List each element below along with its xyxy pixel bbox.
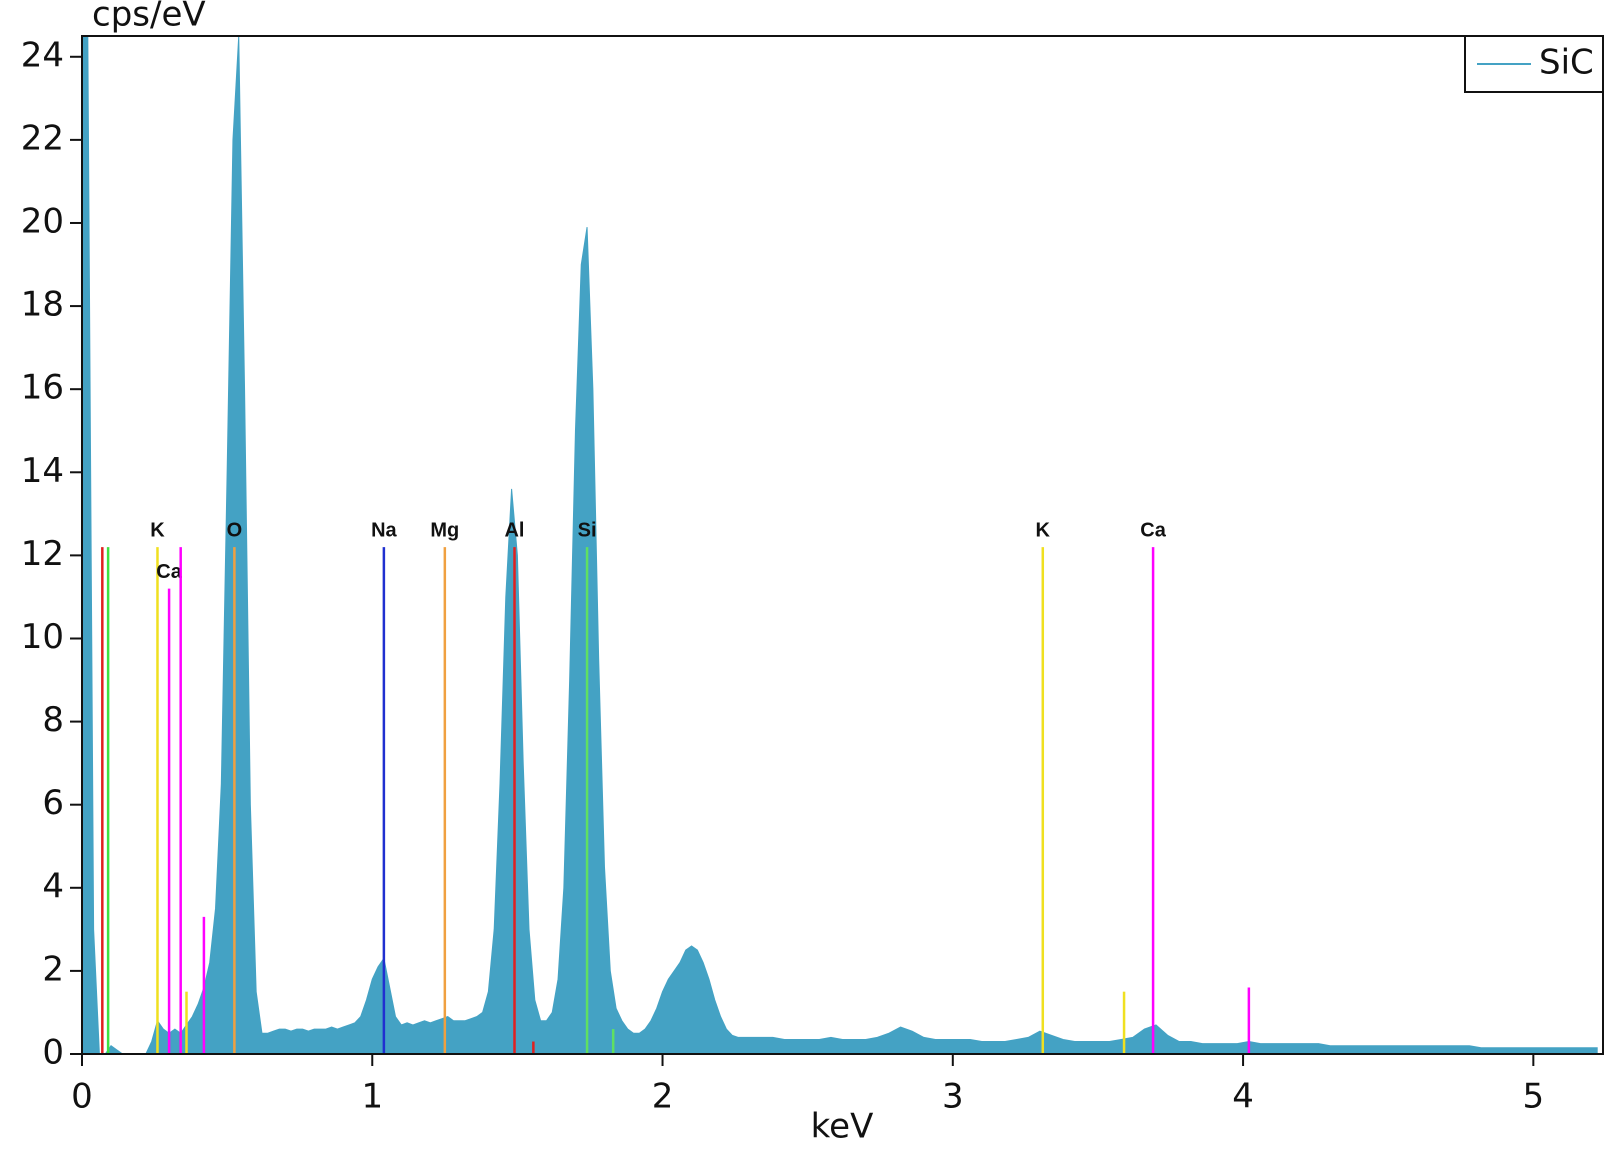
y-tick-label: 16 [21,368,64,408]
legend-label: SiC [1539,43,1594,83]
element-label: Si [578,519,597,541]
y-tick-label: 2 [42,949,64,989]
x-tick-label: 2 [652,1077,674,1117]
x-tick-label: 0 [71,1077,93,1117]
element-label: Na [371,519,397,541]
element-label: O [227,519,243,541]
x-axis-label: keV [811,1107,874,1147]
y-tick-label: 0 [42,1033,64,1073]
y-tick-label: 12 [21,534,64,574]
element-label: Ca [156,561,182,583]
element-label: Al [504,519,524,541]
y-tick-label: 10 [21,617,64,657]
spectrum-area [82,36,1598,1054]
y-tick-label: 20 [21,201,64,241]
element-label: Ca [1140,519,1166,541]
y-tick-label: 24 [21,35,64,75]
x-tick-label: 5 [1523,1077,1545,1117]
y-tick-label: 8 [42,700,64,740]
plot-frame [81,35,1604,1055]
y-tick-label: 4 [42,866,64,906]
y-axis-label: cps/eV [92,0,206,35]
y-tick-label: 14 [21,451,64,491]
element-label: Mg [430,519,459,541]
x-tick-label: 1 [361,1077,383,1117]
y-tick-label: 22 [21,118,64,158]
element-label: K [1036,519,1051,541]
y-tick-label: 6 [42,783,64,823]
x-tick-label: 4 [1232,1077,1254,1117]
element-label: K [150,519,165,541]
y-tick-label: 18 [21,285,64,325]
x-tick-label: 3 [942,1077,964,1117]
